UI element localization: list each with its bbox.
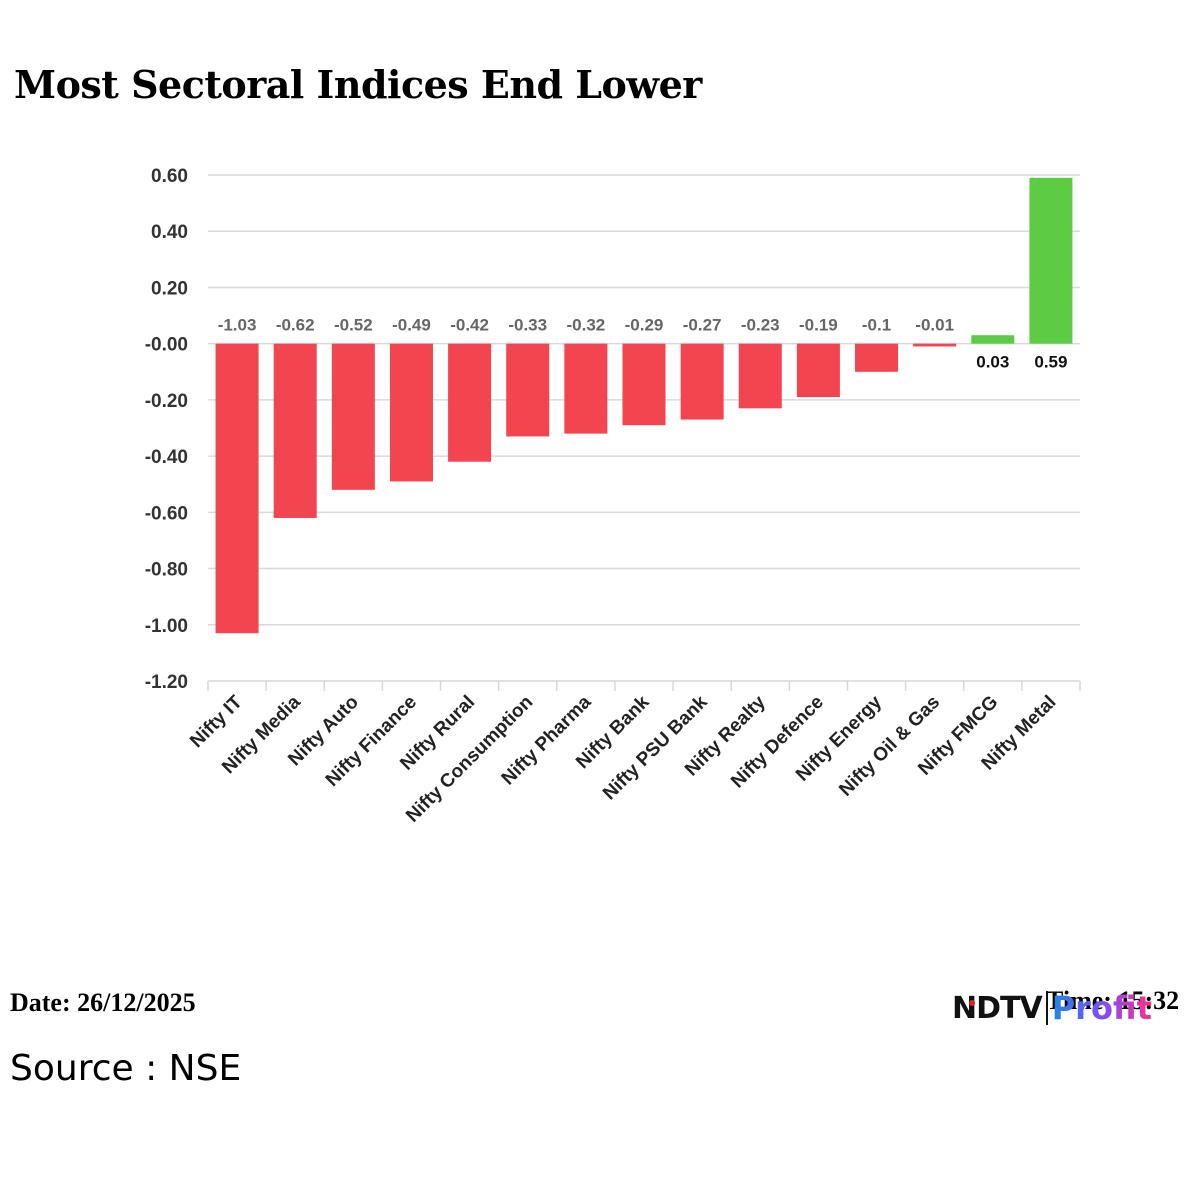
data-label: 0.03 — [976, 353, 1009, 372]
y-tick-label: -0.20 — [145, 391, 188, 412]
bar — [564, 343, 608, 434]
bar — [331, 343, 375, 490]
source-label: Source : NSE — [10, 1048, 242, 1089]
bar — [448, 343, 492, 462]
y-tick-label: -0.60 — [145, 503, 188, 524]
data-label: 0.59 — [1034, 353, 1067, 372]
y-tick-label: 0.20 — [151, 278, 188, 299]
bar — [971, 335, 1015, 344]
data-label: -0.49 — [392, 316, 431, 335]
bar — [389, 343, 433, 482]
data-label: -0.23 — [741, 316, 780, 335]
y-tick-label: -1.20 — [145, 672, 188, 693]
bar — [273, 343, 317, 518]
y-tick-label: -1.00 — [145, 616, 188, 637]
data-label: -0.32 — [566, 316, 605, 335]
bar — [855, 343, 899, 372]
bar — [1029, 177, 1073, 344]
bar — [796, 343, 840, 398]
x-tick-label: Nifty PSU Bank — [599, 691, 712, 804]
ndtv-profit-logo: NDTV Profit — [952, 988, 1152, 1028]
y-tick-label: -0.00 — [145, 335, 188, 356]
logo-profit-text: Profit — [1051, 989, 1152, 1027]
data-label: -0.29 — [625, 316, 664, 335]
bar — [506, 343, 550, 437]
y-tick-label: 0.40 — [151, 222, 188, 243]
y-tick-label: -0.80 — [145, 560, 188, 581]
logo-separator — [1045, 991, 1048, 1025]
data-label: -0.1 — [862, 316, 891, 335]
bar — [913, 343, 957, 347]
date-label: Date: 26/12/2025 — [10, 988, 196, 1017]
data-label: -1.03 — [218, 316, 257, 335]
data-label: -0.52 — [334, 316, 373, 335]
y-tick-label: 0.60 — [151, 166, 188, 187]
time-label: Time: 15:32 — [1046, 986, 1179, 1016]
bar-chart: 0.60 0.40 0.20 -0.00 -0.20 -0.40 -0.60 -0.80 -1.… — [145, 166, 1081, 827]
bar — [738, 343, 782, 409]
bar — [622, 343, 666, 426]
x-tick-label: Nifty Oil & Gas — [835, 692, 944, 801]
data-label: -0.27 — [683, 316, 722, 335]
bar — [680, 343, 724, 420]
y-tick-label: -0.40 — [145, 447, 188, 468]
data-label: -0.33 — [508, 316, 547, 335]
data-label: -0.19 — [799, 316, 838, 335]
bar — [215, 343, 259, 634]
data-label: -0.01 — [915, 316, 954, 335]
chart-title: Most Sectoral Indices End Lower — [14, 62, 702, 107]
data-label: -0.42 — [450, 316, 489, 335]
data-label: -0.62 — [276, 316, 315, 335]
logo-ndtv-text: NDTV — [952, 990, 1043, 1026]
